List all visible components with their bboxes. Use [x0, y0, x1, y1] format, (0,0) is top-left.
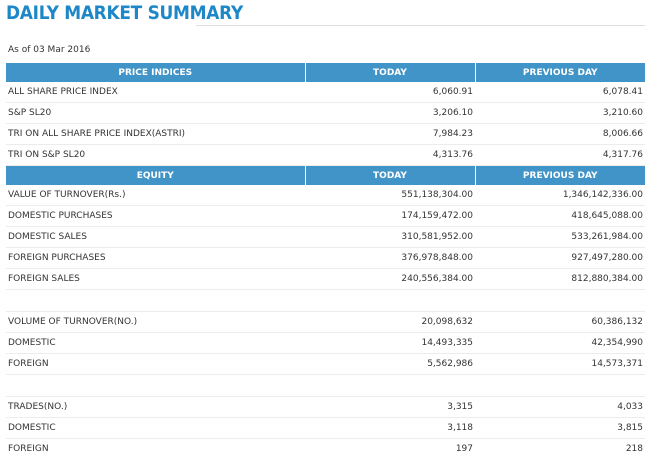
today-value: 6,060.91: [305, 82, 475, 103]
table-row: FOREIGN SALES 240,556,384.00 812,880,384…: [6, 269, 645, 290]
column-header-previous-day: PREVIOUS DAY: [475, 166, 645, 186]
title-divider: [196, 25, 645, 26]
row-label: TRI ON S&P SL20: [6, 145, 305, 166]
previous-day-value: 8,006.66: [475, 124, 645, 145]
today-value: 4,313.76: [305, 145, 475, 166]
table-row: DOMESTIC 3,118 3,815: [6, 418, 645, 439]
table-row: DOMESTIC SALES 310,581,952.00 533,261,98…: [6, 227, 645, 248]
row-label: DOMESTIC SALES: [6, 227, 305, 248]
table-row: DOMESTIC PURCHASES 174,159,472.00 418,64…: [6, 206, 645, 227]
today-value: 3,315: [305, 397, 475, 418]
column-header-previous-day: PREVIOUS DAY: [475, 63, 645, 82]
table-row: TRI ON ALL SHARE PRICE INDEX(ASTRI) 7,98…: [6, 124, 645, 145]
today-value: 551,138,304.00: [305, 185, 475, 206]
row-label: VOLUME OF TURNOVER(NO.): [6, 312, 305, 333]
previous-day-value: 3,210.60: [475, 103, 645, 124]
column-header-equity: EQUITY: [6, 166, 305, 186]
previous-day-value: 14,573,371: [475, 354, 645, 375]
previous-day-value: 4,317.76: [475, 145, 645, 166]
row-label: FOREIGN PURCHASES: [6, 248, 305, 269]
today-value: 376,978,848.00: [305, 248, 475, 269]
previous-day-value: 6,078.41: [475, 82, 645, 103]
equity-header-row: EQUITY TODAY PREVIOUS DAY: [6, 166, 645, 186]
column-header-today: TODAY: [305, 63, 475, 82]
table-row: ALL SHARE PRICE INDEX 6,060.91 6,078.41: [6, 82, 645, 103]
today-value: 240,556,384.00: [305, 269, 475, 290]
as-of-date: As of 03 Mar 2016: [8, 45, 90, 55]
table-row: FOREIGN 5,562,986 14,573,371: [6, 354, 645, 375]
previous-day-value: 927,497,280.00: [475, 248, 645, 269]
row-label: FOREIGN: [6, 354, 305, 375]
row-label: DOMESTIC: [6, 333, 305, 354]
today-value: 20,098,632: [305, 312, 475, 333]
row-label: DOMESTIC: [6, 418, 305, 439]
today-value: 7,984.23: [305, 124, 475, 145]
today-value: 14,493,335: [305, 333, 475, 354]
today-value: 3,118: [305, 418, 475, 439]
page-title: DAILY MARKET SUMMARY: [6, 2, 243, 24]
row-label: VALUE OF TURNOVER(Rs.): [6, 185, 305, 206]
row-label: DOMESTIC PURCHASES: [6, 206, 305, 227]
today-value: 3,206.10: [305, 103, 475, 124]
table-row: FOREIGN PURCHASES 376,978,848.00 927,497…: [6, 248, 645, 269]
row-label: FOREIGN SALES: [6, 269, 305, 290]
previous-day-value: 418,645,088.00: [475, 206, 645, 227]
today-value: 5,562,986: [305, 354, 475, 375]
market-summary-table: PRICE INDICES TODAY PREVIOUS DAY ALL SHA…: [6, 63, 645, 459]
today-value: 174,159,472.00: [305, 206, 475, 227]
row-label: TRI ON ALL SHARE PRICE INDEX(ASTRI): [6, 124, 305, 145]
column-header-price-indices: PRICE INDICES: [6, 63, 305, 82]
previous-day-value: 60,386,132: [475, 312, 645, 333]
table-row: VALUE OF TURNOVER(Rs.) 551,138,304.00 1,…: [6, 185, 645, 206]
row-label: TRADES(NO.): [6, 397, 305, 418]
table-row: TRADES(NO.) 3,315 4,033: [6, 397, 645, 418]
price-indices-header-row: PRICE INDICES TODAY PREVIOUS DAY: [6, 63, 645, 82]
previous-day-value: 1,346,142,336.00: [475, 185, 645, 206]
table-row: DOMESTIC 14,493,335 42,354,990: [6, 333, 645, 354]
previous-day-value: 3,815: [475, 418, 645, 439]
previous-day-value: 533,261,984.00: [475, 227, 645, 248]
previous-day-value: 4,033: [475, 397, 645, 418]
column-header-today: TODAY: [305, 166, 475, 186]
table-row: TRI ON S&P SL20 4,313.76 4,317.76: [6, 145, 645, 166]
spacer-row: [6, 375, 645, 397]
row-label: S&P SL20: [6, 103, 305, 124]
spacer-row: [6, 290, 645, 312]
previous-day-value: 42,354,990: [475, 333, 645, 354]
row-label: ALL SHARE PRICE INDEX: [6, 82, 305, 103]
today-value: 310,581,952.00: [305, 227, 475, 248]
previous-day-value: 812,880,384.00: [475, 269, 645, 290]
table-row: VOLUME OF TURNOVER(NO.) 20,098,632 60,38…: [6, 312, 645, 333]
table-row: S&P SL20 3,206.10 3,210.60: [6, 103, 645, 124]
